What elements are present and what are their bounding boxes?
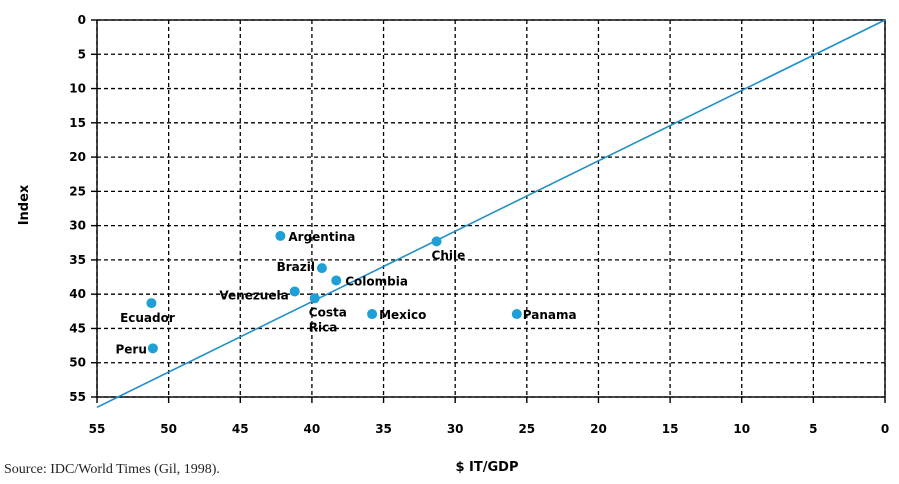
trend-line [96,19,886,408]
data-point [331,275,342,286]
point-label: Venezuela [219,288,288,302]
x-tick-label: 10 [733,422,750,436]
x-axis-title: $ IT/GDP [455,460,518,475]
data-point [309,293,320,304]
y-tick-label: 15 [69,116,86,130]
point-label: Costa Rica [309,305,347,334]
point-label: Colombia [345,274,408,288]
point-label: Brazil [277,260,315,274]
y-tick-label: 35 [69,253,86,267]
data-point [431,236,442,247]
y-tick-label: 45 [69,321,86,335]
x-tick-label: 30 [447,422,464,436]
y-tick-label: 0 [78,13,86,27]
data-point [289,286,300,297]
source-note: Source: IDC/World Times (Gil, 1998). [4,462,220,477]
x-tick-label: 55 [89,422,106,436]
point-label: Mexico [379,308,426,322]
y-tick-label: 5 [78,47,86,61]
data-point [316,263,327,274]
axis-layer: 55 50 45 40 35 30 25 20 15 10 5 0051015202530354045… [69,13,889,436]
point-labels-layer: Argentina Chile Brazil Colombia Venezuela Ecu… [115,230,576,356]
x-tick-label: 45 [232,422,249,436]
point-label: Argentina [288,230,355,244]
x-tick-label: 20 [590,422,607,436]
x-tick-label: 25 [518,422,535,436]
x-tick-label: 15 [662,422,679,436]
y-tick-label: 25 [69,184,86,198]
y-axis-title: Index [17,184,32,225]
y-tick-label: 50 [69,356,86,370]
points-layer [146,230,522,354]
data-point [275,230,286,241]
x-tick-label: 50 [160,422,177,436]
y-tick-label: 10 [69,82,86,96]
data-point [146,298,157,309]
x-tick-label: 40 [304,422,321,436]
point-label: Peru [115,342,146,356]
y-tick-label: 20 [69,150,86,164]
data-point [511,309,522,320]
y-tick-label: 40 [69,287,86,301]
y-tick-label: 30 [69,219,86,233]
x-tick-label: 5 [809,422,817,436]
grid-layer [96,19,886,398]
plot-frame [96,19,886,398]
x-tick-label: 0 [881,422,889,436]
trend-line-layer [96,19,886,408]
data-point [147,343,158,354]
x-tick-label: 35 [375,422,392,436]
y-tick-label: 55 [69,390,86,404]
point-label: Ecuador [120,311,175,325]
point-label: Chile [432,248,466,262]
data-point [367,309,378,320]
point-label: Panama [523,308,577,322]
